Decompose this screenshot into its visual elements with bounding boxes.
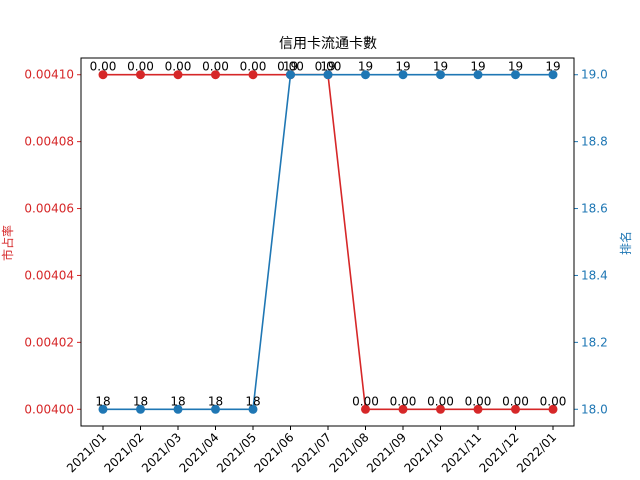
series-point-right <box>136 404 145 414</box>
left-y-tick-label: 0.00410 <box>24 68 74 82</box>
series-point-right <box>323 70 333 80</box>
series-point-left <box>436 404 445 414</box>
right-y-tick-label: 18.8 <box>581 135 608 149</box>
series-point-left <box>98 70 108 80</box>
series-point-left <box>173 70 183 80</box>
data-label-left: 0.00 <box>202 60 229 74</box>
data-label-right: 18 <box>133 394 148 408</box>
series-point-right <box>248 404 258 414</box>
data-label-right: 19 <box>508 60 523 74</box>
right-y-tick-label: 18.2 <box>581 335 608 349</box>
data-label-left: 0.00 <box>90 60 117 74</box>
data-label-left: 0.00 <box>502 394 529 408</box>
data-label-right: 19 <box>433 60 448 74</box>
right-y-tick-label: 18.4 <box>581 268 608 282</box>
series-point-left <box>511 404 520 414</box>
data-label-right: 18 <box>208 394 223 408</box>
series-point-left <box>136 70 145 80</box>
series-point-left <box>361 404 370 414</box>
left-axis-label: 市占率 <box>0 225 15 261</box>
data-label-right: 19 <box>545 60 560 74</box>
data-label-left: 0.00 <box>540 394 567 408</box>
data-label-right: 19 <box>395 60 410 74</box>
series-point-right <box>398 70 408 80</box>
left-y-tick-label: 0.00402 <box>24 335 74 349</box>
left-y-tick-label: 0.00400 <box>24 402 74 416</box>
plot-frame <box>80 57 575 427</box>
chart-title: 信用卡流通卡數 <box>279 36 377 52</box>
series-point-right <box>436 70 445 80</box>
series-point-right <box>211 404 220 414</box>
left-y-tick-label: 0.00404 <box>24 268 74 282</box>
data-label-right: 18 <box>245 394 260 408</box>
data-label-left: 0.00 <box>427 394 454 408</box>
series-point-right <box>286 70 295 80</box>
data-label-left: 0.00 <box>352 394 379 408</box>
data-label-left: 0.00 <box>465 394 492 408</box>
series-point-right <box>548 70 558 80</box>
left-y-tick-label: 0.00406 <box>24 202 74 216</box>
data-label-right: 19 <box>358 60 373 74</box>
data-label-left: 0.00 <box>390 394 417 408</box>
left-y-tick-label: 0.00408 <box>24 135 74 149</box>
data-label-right: 18 <box>170 394 185 408</box>
series-point-left <box>248 70 258 80</box>
series-point-left <box>398 404 408 414</box>
data-label-left: 0.00 <box>127 60 154 74</box>
series-point-right <box>98 404 108 414</box>
series-point-right <box>511 70 520 80</box>
data-label-left: 0.00 <box>277 60 304 74</box>
right-y-tick-label: 18.0 <box>581 402 608 416</box>
series-point-left <box>548 404 558 414</box>
data-label-right: 19 <box>470 60 485 74</box>
data-label-right: 18 <box>95 394 110 408</box>
series-point-left <box>211 70 220 80</box>
right-axis-label: 排名 <box>618 231 633 255</box>
data-label-left: 0.00 <box>240 60 267 74</box>
right-y-tick-label: 19.0 <box>581 68 608 82</box>
series-point-right <box>361 70 370 80</box>
series-point-left <box>473 404 483 414</box>
right-y-tick-label: 18.6 <box>581 202 608 216</box>
data-label-left: 0.00 <box>165 60 192 74</box>
series-point-right <box>473 70 483 80</box>
data-label-right: 19 <box>320 60 335 74</box>
data-label-right: 19 <box>283 60 298 74</box>
data-label-left: 0.00 <box>315 60 342 74</box>
series-point-right <box>173 404 183 414</box>
